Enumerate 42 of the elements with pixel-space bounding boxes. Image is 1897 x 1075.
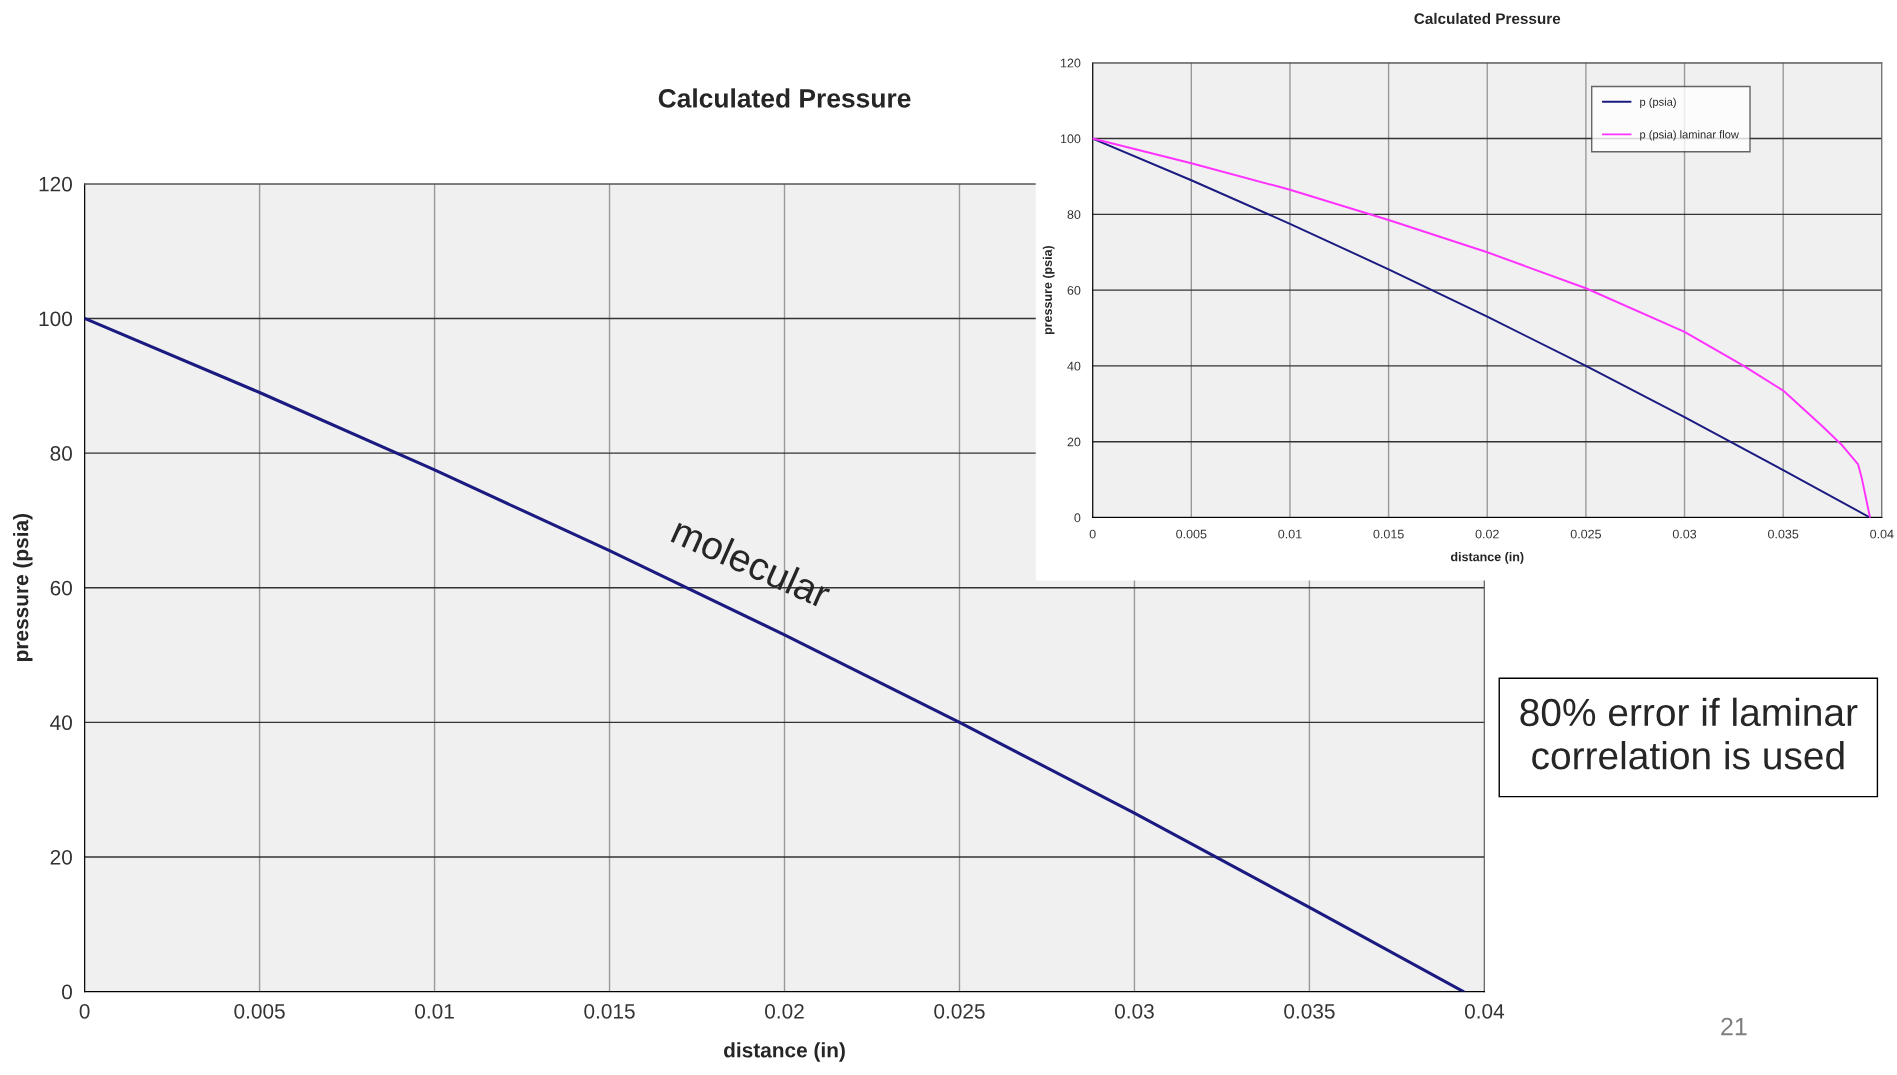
text: 80% error if laminar correlation is used [1520,697,1858,770]
x-tick-label: 0.03 [1672,529,1697,539]
y-tick-label: 40 [1067,361,1081,371]
y-axis-title: pressure (psia) [1042,245,1055,335]
y-tick-label: 80 [50,446,72,461]
x-tick-label: 0 [79,1003,90,1019]
legend-label: p (psia) [1640,97,1676,108]
x-tick-label: 0.015 [1373,529,1404,539]
y-tick-label: 120 [39,176,72,192]
legend-label: p (psia) laminar flow [1640,130,1739,141]
y-tick-label: 120 [1060,58,1081,68]
y-tick-label: 40 [50,715,72,731]
y-tick-label: 20 [50,849,72,865]
chart-title: Calculated Pressure [658,88,911,108]
x-axis-title: distance (in) [724,1042,845,1062]
x-tick-label: 0.02 [765,1003,804,1019]
y-tick-label: 0 [1074,513,1081,523]
y-tick-label: 80 [1067,210,1081,220]
text: 21 [1721,1017,1747,1036]
x-tick-label: 0.035 [1284,1003,1335,1019]
y-tick-label: 100 [39,311,72,327]
chart-title: Calculated Pressure [1414,12,1561,25]
x-tick-label: 0 [1089,529,1096,539]
y-tick-label: 100 [1060,134,1081,144]
x-tick-label: 0.02 [1475,529,1499,539]
x-tick-label: 0.01 [415,1003,454,1019]
x-tick-label: 0.005 [234,1003,285,1019]
x-tick-label: 0.04 [1464,1003,1505,1019]
x-tick-label: 0.01 [1278,529,1302,539]
x-axis-title: distance (in) [1450,552,1524,564]
x-tick-label: 0.04 [1870,529,1894,539]
x-tick-label: 0.015 [584,1003,635,1019]
y-tick-label: 0 [62,984,72,1000]
x-tick-label: 0.025 [934,1003,985,1019]
x-tick-label: 0.025 [1570,529,1602,539]
y-axis-title: pressure (psia) [13,514,33,661]
x-tick-label: 0.035 [1768,529,1799,539]
y-tick-label: 20 [1067,437,1081,447]
x-tick-label: 0.005 [1176,529,1207,539]
y-tick-label: 60 [50,580,72,596]
x-tick-label: 0.03 [1115,1003,1154,1019]
y-tick-label: 60 [1067,285,1081,295]
